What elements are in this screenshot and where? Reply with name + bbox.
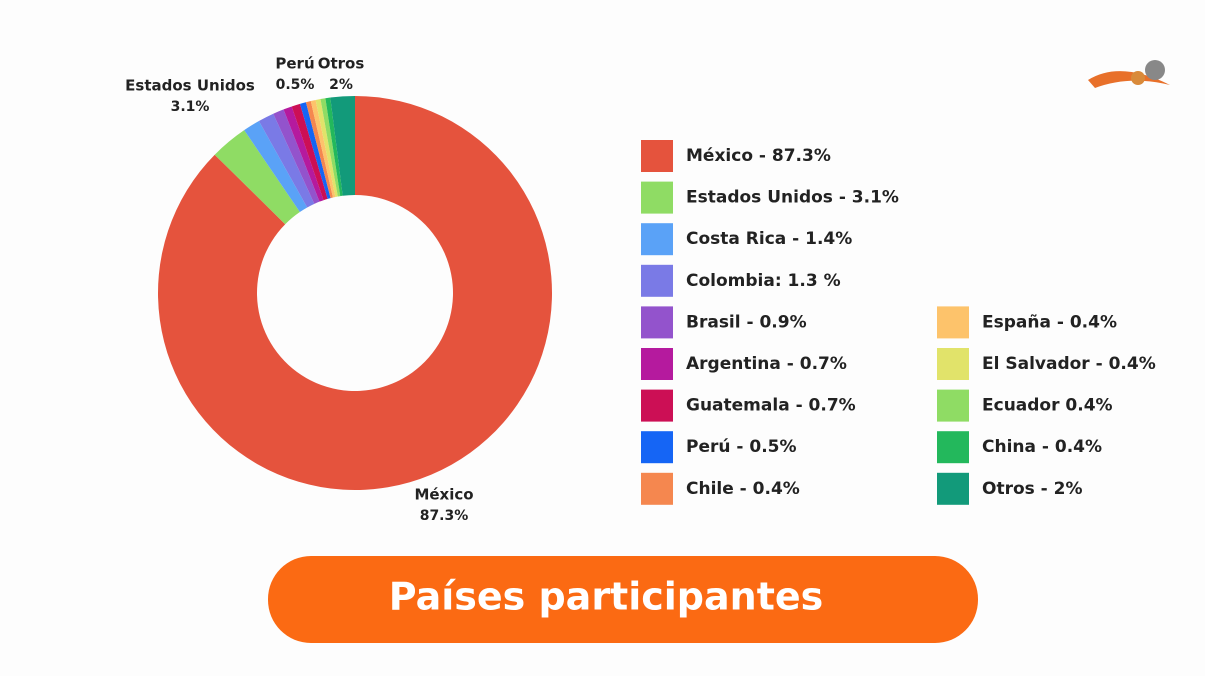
legend-swatch	[937, 389, 969, 422]
slice-name: Otros	[318, 55, 365, 73]
legend-label: Perú - 0.5%	[686, 437, 797, 457]
slice	[158, 96, 553, 490]
slice-value-label: 3.1%	[171, 99, 210, 115]
legend-label: Colombia: 1.3 %	[686, 271, 841, 291]
legend-swatch	[641, 306, 673, 339]
legend-swatch	[641, 348, 673, 380]
slice	[315, 99, 338, 197]
legend-label: Costa Rica - 1.4%	[686, 229, 852, 249]
slice-name: México	[414, 486, 473, 504]
slice	[330, 96, 355, 196]
legend-label: Otros - 2%	[982, 479, 1083, 499]
slice-name: Perú	[275, 55, 314, 73]
legend-label: Ecuador 0.4%	[982, 396, 1113, 416]
slice	[310, 99, 336, 198]
legend-label: Guatemala - 0.7%	[686, 396, 856, 416]
slice	[258, 113, 315, 208]
legend-swatch	[641, 472, 673, 505]
legend-label: China - 0.4%	[982, 437, 1102, 457]
slice-value-label: 0.5%	[276, 77, 315, 93]
legend-label: España - 0.4%	[982, 312, 1117, 332]
slice-name: Estados Unidos	[125, 77, 255, 95]
slice	[299, 102, 331, 199]
legend-swatch	[641, 223, 673, 256]
slice-value-label: 87.3%	[420, 508, 469, 524]
legend-swatch	[641, 264, 673, 297]
legend-swatch	[937, 348, 969, 380]
title-banner	[268, 556, 978, 643]
logo	[1088, 60, 1170, 88]
legend-swatch	[641, 431, 673, 464]
slice	[283, 106, 324, 202]
chart-title: Países participantes	[389, 575, 824, 619]
legend-swatch	[937, 431, 969, 464]
legend-swatch	[641, 140, 673, 172]
legend-label: México - 87.3%	[686, 146, 831, 166]
legend-swatch	[641, 389, 673, 422]
legend-swatch	[937, 306, 969, 339]
slice	[291, 103, 328, 201]
legend-swatch	[937, 472, 969, 505]
slice	[305, 101, 333, 199]
legend-swatch	[641, 181, 673, 214]
slice-value-label: 2%	[329, 77, 353, 93]
slice	[320, 98, 341, 197]
legend-label: Chile - 0.4%	[686, 479, 800, 499]
legend-label: Estados Unidos - 3.1%	[686, 188, 899, 208]
legend-label: Argentina - 0.7%	[686, 354, 847, 374]
slice	[273, 109, 320, 204]
legend-label: El Salvador - 0.4%	[982, 354, 1156, 374]
slice	[244, 121, 308, 212]
slice	[214, 130, 300, 225]
slice	[325, 97, 343, 197]
legend-label: Brasil - 0.9%	[686, 312, 807, 332]
